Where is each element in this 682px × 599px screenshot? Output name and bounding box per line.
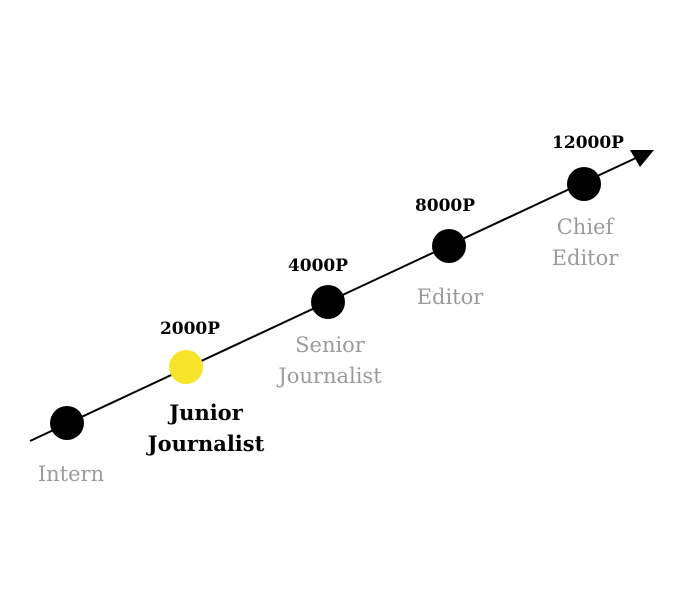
stage-points-label: 2000P bbox=[160, 319, 220, 339]
stage-name-label: Chief bbox=[557, 215, 616, 239]
stage-points-label: 4000P bbox=[288, 256, 348, 276]
stage-name-label: Editor bbox=[552, 246, 620, 270]
stage-name-label: Editor bbox=[417, 285, 485, 309]
stage-node bbox=[432, 229, 466, 263]
stage-points-label: 12000P bbox=[552, 133, 624, 153]
stage-labels: Intern 2000P Junior Journalist 4000P Senior Jo… bbox=[38, 133, 624, 486]
current-stage-node bbox=[169, 350, 203, 384]
stage-name-label: Journalist bbox=[146, 431, 265, 456]
stage-name-label: Senior bbox=[295, 333, 366, 357]
stage-points-label: 8000P bbox=[415, 196, 475, 216]
stage-nodes bbox=[50, 167, 601, 440]
stage-node bbox=[50, 406, 84, 440]
arrow-head-icon bbox=[630, 150, 654, 167]
stage-node bbox=[311, 285, 345, 319]
stage-node bbox=[567, 167, 601, 201]
stage-name-label: Junior bbox=[167, 400, 243, 425]
stage-name-label: Journalist bbox=[276, 364, 382, 388]
stage-name-label: Intern bbox=[38, 462, 104, 486]
